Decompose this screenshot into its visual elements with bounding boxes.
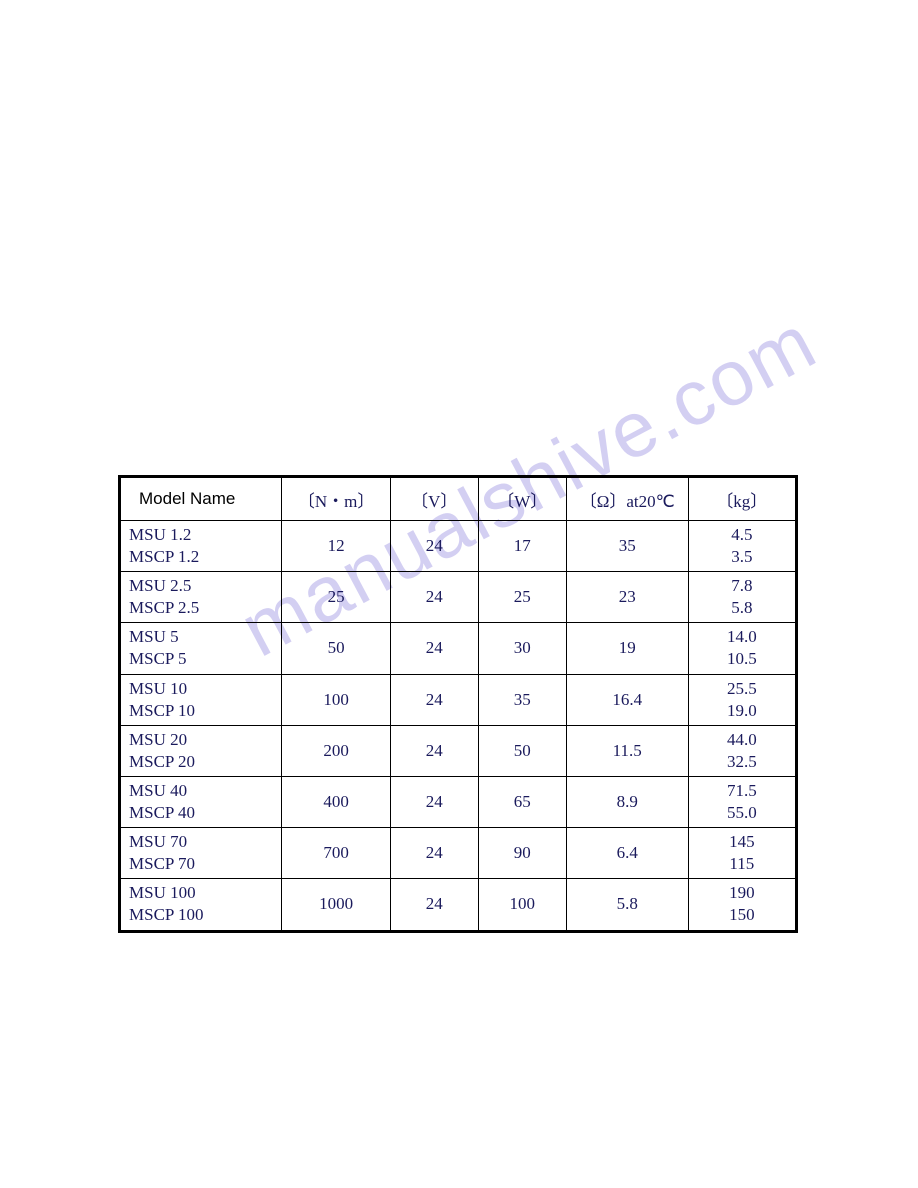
model-line1: MSU 1.2: [129, 525, 191, 544]
table-row: MSU 1.2 MSCP 1.2 12 24 17 35 4.5 3.5: [120, 521, 797, 572]
header-ohm: 〔Ω〕at20℃: [566, 477, 688, 521]
cell-v: 24: [390, 623, 478, 674]
model-line2: MSCP 2.5: [129, 598, 199, 617]
cell-kg: 25.5 19.0: [688, 674, 796, 725]
cell-nm: 25: [282, 572, 390, 623]
model-line1: MSU 40: [129, 781, 187, 800]
kg-line2: 19.0: [727, 701, 757, 720]
cell-v: 24: [390, 674, 478, 725]
table-body: MSU 1.2 MSCP 1.2 12 24 17 35 4.5 3.5 MSU…: [120, 521, 797, 932]
cell-model: MSU 100 MSCP 100: [120, 879, 282, 931]
model-line1: MSU 100: [129, 883, 196, 902]
cell-model: MSU 2.5 MSCP 2.5: [120, 572, 282, 623]
kg-line2: 10.5: [727, 649, 757, 668]
table-row: MSU 2.5 MSCP 2.5 25 24 25 23 7.8 5.8: [120, 572, 797, 623]
cell-w: 100: [478, 879, 566, 931]
cell-ohm: 8.9: [566, 776, 688, 827]
cell-w: 30: [478, 623, 566, 674]
cell-kg: 4.5 3.5: [688, 521, 796, 572]
kg-line1: 145: [729, 832, 755, 851]
kg-line2: 150: [729, 905, 755, 924]
cell-model: MSU 20 MSCP 20: [120, 725, 282, 776]
cell-v: 24: [390, 725, 478, 776]
kg-line2: 32.5: [727, 752, 757, 771]
table-row: MSU 20 MSCP 20 200 24 50 11.5 44.0 32.5: [120, 725, 797, 776]
model-line2: MSCP 100: [129, 905, 203, 924]
cell-nm: 400: [282, 776, 390, 827]
table-row: MSU 5 MSCP 5 50 24 30 19 14.0 10.5: [120, 623, 797, 674]
cell-model: MSU 40 MSCP 40: [120, 776, 282, 827]
header-v: 〔V〕: [390, 477, 478, 521]
spec-table-container: Model Name 〔N・m〕 〔V〕 〔W〕 〔Ω〕at20℃ 〔kg〕 M…: [118, 475, 798, 933]
kg-line1: 71.5: [727, 781, 757, 800]
cell-model: MSU 5 MSCP 5: [120, 623, 282, 674]
cell-ohm: 35: [566, 521, 688, 572]
cell-ohm: 6.4: [566, 828, 688, 879]
cell-v: 24: [390, 521, 478, 572]
cell-v: 24: [390, 572, 478, 623]
model-line1: MSU 2.5: [129, 576, 191, 595]
model-line1: MSU 20: [129, 730, 187, 749]
model-line2: MSCP 5: [129, 649, 186, 668]
cell-kg: 145 115: [688, 828, 796, 879]
cell-v: 24: [390, 828, 478, 879]
cell-ohm: 23: [566, 572, 688, 623]
cell-model: MSU 70 MSCP 70: [120, 828, 282, 879]
kg-line1: 190: [729, 883, 755, 902]
kg-line1: 14.0: [727, 627, 757, 646]
model-line2: MSCP 40: [129, 803, 195, 822]
table-row: MSU 70 MSCP 70 700 24 90 6.4 145 115: [120, 828, 797, 879]
cell-kg: 7.8 5.8: [688, 572, 796, 623]
kg-line1: 44.0: [727, 730, 757, 749]
cell-w: 90: [478, 828, 566, 879]
kg-line2: 115: [729, 854, 754, 873]
cell-nm: 700: [282, 828, 390, 879]
header-w: 〔W〕: [478, 477, 566, 521]
cell-v: 24: [390, 776, 478, 827]
cell-kg: 44.0 32.5: [688, 725, 796, 776]
kg-line2: 3.5: [731, 547, 752, 566]
cell-w: 17: [478, 521, 566, 572]
model-line2: MSCP 10: [129, 701, 195, 720]
kg-line2: 5.8: [731, 598, 752, 617]
model-line1: MSU 5: [129, 627, 179, 646]
model-line2: MSCP 1.2: [129, 547, 199, 566]
cell-model: MSU 10 MSCP 10: [120, 674, 282, 725]
cell-nm: 12: [282, 521, 390, 572]
table-row: MSU 10 MSCP 10 100 24 35 16.4 25.5 19.0: [120, 674, 797, 725]
header-kg: 〔kg〕: [688, 477, 796, 521]
model-line2: MSCP 70: [129, 854, 195, 873]
kg-line1: 7.8: [731, 576, 752, 595]
cell-ohm: 19: [566, 623, 688, 674]
model-line1: MSU 10: [129, 679, 187, 698]
kg-line2: 55.0: [727, 803, 757, 822]
kg-line1: 4.5: [731, 525, 752, 544]
cell-ohm: 5.8: [566, 879, 688, 931]
spec-table: Model Name 〔N・m〕 〔V〕 〔W〕 〔Ω〕at20℃ 〔kg〕 M…: [118, 475, 798, 933]
cell-v: 24: [390, 879, 478, 931]
cell-kg: 14.0 10.5: [688, 623, 796, 674]
cell-model: MSU 1.2 MSCP 1.2: [120, 521, 282, 572]
cell-kg: 190 150: [688, 879, 796, 931]
cell-nm: 200: [282, 725, 390, 776]
cell-nm: 1000: [282, 879, 390, 931]
cell-nm: 100: [282, 674, 390, 725]
model-line2: MSCP 20: [129, 752, 195, 771]
header-model: Model Name: [120, 477, 282, 521]
cell-kg: 71.5 55.0: [688, 776, 796, 827]
cell-w: 50: [478, 725, 566, 776]
header-nm: 〔N・m〕: [282, 477, 390, 521]
cell-ohm: 11.5: [566, 725, 688, 776]
cell-w: 25: [478, 572, 566, 623]
cell-w: 65: [478, 776, 566, 827]
table-row: MSU 100 MSCP 100 1000 24 100 5.8 190 150: [120, 879, 797, 931]
table-header-row: Model Name 〔N・m〕 〔V〕 〔W〕 〔Ω〕at20℃ 〔kg〕: [120, 477, 797, 521]
cell-ohm: 16.4: [566, 674, 688, 725]
model-line1: MSU 70: [129, 832, 187, 851]
cell-nm: 50: [282, 623, 390, 674]
cell-w: 35: [478, 674, 566, 725]
kg-line1: 25.5: [727, 679, 757, 698]
table-row: MSU 40 MSCP 40 400 24 65 8.9 71.5 55.0: [120, 776, 797, 827]
